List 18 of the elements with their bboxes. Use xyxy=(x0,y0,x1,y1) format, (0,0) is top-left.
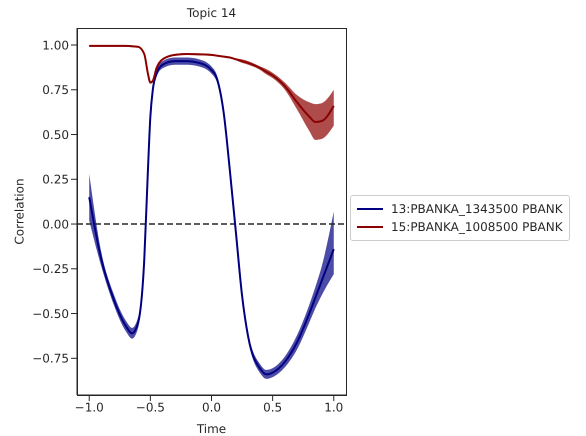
y-tick-label: 0.00 xyxy=(42,217,69,232)
y-tick-label: −0.75 xyxy=(32,352,69,366)
x-tick-label: 1.0 xyxy=(324,400,344,415)
y-axis-title: Correlation xyxy=(12,178,26,245)
x-tick-label: −1.0 xyxy=(74,400,104,415)
x-tick-label: 0.5 xyxy=(263,400,282,415)
x-axis-title: Time xyxy=(196,422,226,436)
y-tick-label: 1.00 xyxy=(42,38,69,52)
y-tick-label: 0.75 xyxy=(42,83,69,98)
chart-title: Topic 14 xyxy=(186,6,238,20)
y-tick-label: 0.50 xyxy=(42,128,69,142)
legend-label: 13:PBANKA_1343500 PBANK xyxy=(391,202,563,216)
y-tick-label: −0.25 xyxy=(32,262,69,276)
legend-label: 15:PBANKA_1008500 PBANK xyxy=(391,220,563,234)
x-tick-label: 0.0 xyxy=(202,400,222,415)
y-tick-label: −0.50 xyxy=(32,306,69,321)
y-tick-label: 0.25 xyxy=(42,172,69,187)
x-tick-label: −0.5 xyxy=(136,400,165,415)
